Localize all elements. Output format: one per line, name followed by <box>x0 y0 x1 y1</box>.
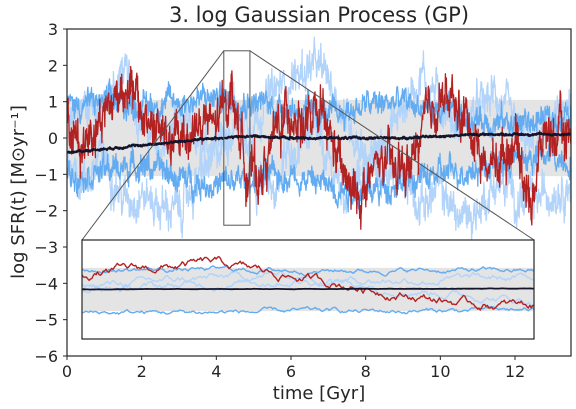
y-axis-label: log SFR(t) [M⊙yr⁻¹] <box>8 105 29 279</box>
inset-mean-line <box>82 287 534 291</box>
x-axis-label: time [Gyr] <box>273 383 365 404</box>
y-tick-label: 2 <box>48 56 58 75</box>
y-tick-label: 1 <box>48 93 58 112</box>
inset-realization-line-4 <box>82 306 534 315</box>
x-tick-label: 8 <box>361 362 371 381</box>
realization-line-5 <box>67 65 571 230</box>
plot-frame <box>66 28 572 357</box>
inset-frame <box>81 239 535 340</box>
inset-realization-line-1 <box>82 270 534 308</box>
series-layer <box>67 36 571 241</box>
y-tick-label: −2 <box>34 202 58 221</box>
x-tick-label: 4 <box>211 362 221 381</box>
y-tick-label: −3 <box>34 238 58 257</box>
x-axis: 0 2 4 6 8 10 12 <box>62 356 525 381</box>
x-tick-label: 0 <box>62 362 72 381</box>
y-tick-label: −4 <box>34 274 58 293</box>
y-tick-label: 3 <box>48 20 58 39</box>
x-tick-label: 6 <box>286 362 296 381</box>
inset-realization-line-5 <box>82 256 534 311</box>
inset-plot <box>81 239 535 340</box>
x-tick-label: 12 <box>505 362 525 381</box>
y-tick-label: −1 <box>34 165 58 184</box>
zoom-connector-left <box>81 50 225 241</box>
inset-series-layer <box>82 256 534 315</box>
zoom-region <box>223 50 251 226</box>
y-tick-label: −5 <box>34 311 58 330</box>
zoom-indicator <box>81 50 535 241</box>
y-tick-label: 0 <box>48 129 58 148</box>
y-tick-label: −6 <box>34 347 58 366</box>
chart-title: 3. log Gaussian Process (GP) <box>169 3 469 27</box>
x-tick-label: 2 <box>137 362 147 381</box>
y-axis: −6 −5 −4 −3 −2 −1 0 1 2 3 <box>34 20 67 366</box>
mean-line <box>67 131 571 154</box>
inset-realization-line-2 <box>82 271 534 294</box>
x-tick-label: 10 <box>430 362 450 381</box>
zoom-connector-right <box>249 50 535 241</box>
